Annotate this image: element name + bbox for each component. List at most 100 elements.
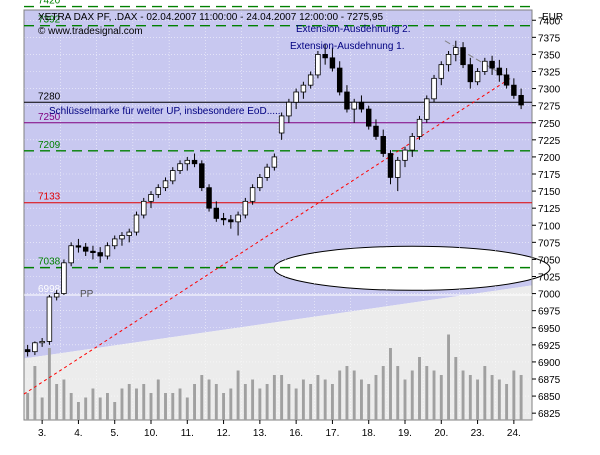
candle-body bbox=[518, 95, 524, 106]
volume-bar bbox=[483, 366, 487, 420]
price-levels: 7420 7392 7280 7250 7209 7133 7038 6998 bbox=[24, 0, 532, 296]
volume-bar bbox=[142, 384, 146, 420]
candle-body bbox=[61, 262, 67, 294]
candle-body bbox=[503, 74, 510, 86]
candle-body bbox=[373, 125, 379, 137]
annotation-extension-2: Extension-Ausdehnung 2. bbox=[296, 24, 411, 35]
candle-body bbox=[199, 163, 205, 189]
y-tick-label: 7000 bbox=[538, 290, 561, 301]
candle-body bbox=[416, 118, 423, 137]
volume-bar bbox=[490, 375, 494, 420]
candle-body bbox=[402, 149, 408, 161]
volume-bar bbox=[403, 379, 407, 420]
y-tick-label: 6850 bbox=[538, 392, 561, 403]
y-tick-label: 7075 bbox=[538, 238, 561, 249]
volume-bar bbox=[149, 393, 153, 420]
volume-bar bbox=[338, 370, 342, 420]
x-tick-label: 13. bbox=[253, 428, 267, 439]
level-label: 7133 bbox=[38, 192, 61, 203]
plot-border bbox=[23, 9, 533, 421]
volume-bar bbox=[222, 393, 226, 420]
volume-bar bbox=[106, 393, 109, 420]
candle-body bbox=[24, 349, 31, 353]
candle-body bbox=[307, 74, 314, 86]
y-tick-label: 7125 bbox=[538, 204, 561, 215]
candle-body bbox=[170, 170, 176, 182]
volume-bar bbox=[127, 384, 131, 420]
y-tick-label: 6950 bbox=[538, 324, 561, 335]
gridlines bbox=[23, 9, 533, 421]
x-tick-label: 23. bbox=[471, 428, 485, 439]
volume-bar bbox=[171, 393, 175, 420]
candle-body bbox=[155, 187, 161, 195]
volume-bar bbox=[113, 402, 117, 420]
y-tick-label: 7200 bbox=[538, 153, 561, 164]
y-tick-label: 7300 bbox=[538, 85, 561, 96]
candle-body bbox=[293, 91, 299, 103]
candle-body bbox=[206, 187, 212, 209]
volume-bar bbox=[439, 375, 443, 420]
watermark: © www.tradesignal.com bbox=[38, 26, 143, 37]
volume-bar bbox=[316, 375, 320, 420]
y-tick-label: 6875 bbox=[538, 375, 561, 386]
volume-bar bbox=[135, 388, 138, 420]
volume-bar bbox=[193, 384, 196, 420]
volume-bar bbox=[272, 375, 276, 420]
level-label: 7038 bbox=[38, 257, 61, 268]
candle-body bbox=[39, 341, 45, 344]
candle-body bbox=[119, 235, 125, 240]
candle-body bbox=[220, 218, 227, 221]
volume-bar bbox=[178, 388, 182, 420]
candle-body bbox=[264, 166, 270, 178]
y-tick-label: 6825 bbox=[538, 409, 561, 420]
candle-body bbox=[82, 246, 89, 252]
volume-bars bbox=[26, 334, 523, 420]
volume-bar bbox=[345, 366, 349, 420]
volume-bar bbox=[301, 379, 305, 420]
x-tick-label: 24. bbox=[507, 428, 521, 439]
candle-body bbox=[431, 77, 437, 100]
volume-bar bbox=[454, 357, 458, 420]
candle-body bbox=[141, 200, 147, 216]
volume-bar bbox=[185, 397, 189, 420]
y-tick-label: 7275 bbox=[538, 102, 561, 113]
candle-body bbox=[453, 47, 459, 55]
x-tick-label: 12. bbox=[217, 428, 231, 439]
level-label: 7280 bbox=[38, 91, 61, 102]
volume-bar bbox=[62, 379, 66, 420]
volume-bar bbox=[360, 379, 363, 420]
candle-body bbox=[148, 194, 154, 202]
candle-body bbox=[126, 231, 132, 236]
level-label: 7250 bbox=[38, 112, 61, 123]
candle-body bbox=[496, 67, 503, 76]
candle-body bbox=[111, 238, 118, 247]
candle-body bbox=[445, 54, 452, 66]
x-tick-label: 17. bbox=[325, 428, 339, 439]
volume-bar bbox=[251, 379, 255, 420]
volume-bar bbox=[69, 393, 73, 420]
candle-body bbox=[162, 180, 169, 189]
y-tick-label: 7100 bbox=[538, 221, 561, 232]
volume-bar bbox=[214, 384, 218, 420]
volume-bar bbox=[468, 375, 472, 420]
volume-bar bbox=[309, 384, 313, 420]
candle-body bbox=[387, 153, 394, 178]
level-label: 6998 bbox=[38, 284, 61, 295]
volume-bar bbox=[120, 388, 124, 420]
volume-bar bbox=[280, 375, 284, 420]
volume-bar bbox=[229, 388, 233, 420]
candle-body bbox=[235, 214, 241, 223]
candle-body bbox=[249, 187, 256, 202]
y-tick-label: 6975 bbox=[538, 307, 561, 318]
candle-body bbox=[75, 245, 82, 248]
volume-bar bbox=[40, 397, 44, 420]
y-tick-label: 7025 bbox=[538, 273, 561, 284]
candle-body bbox=[336, 67, 343, 93]
x-tick-label: 18. bbox=[362, 428, 376, 439]
volume-bar bbox=[265, 384, 269, 420]
candle-body bbox=[90, 250, 96, 253]
annotation-pp: PP bbox=[80, 289, 94, 300]
level-label: 7209 bbox=[38, 140, 61, 151]
